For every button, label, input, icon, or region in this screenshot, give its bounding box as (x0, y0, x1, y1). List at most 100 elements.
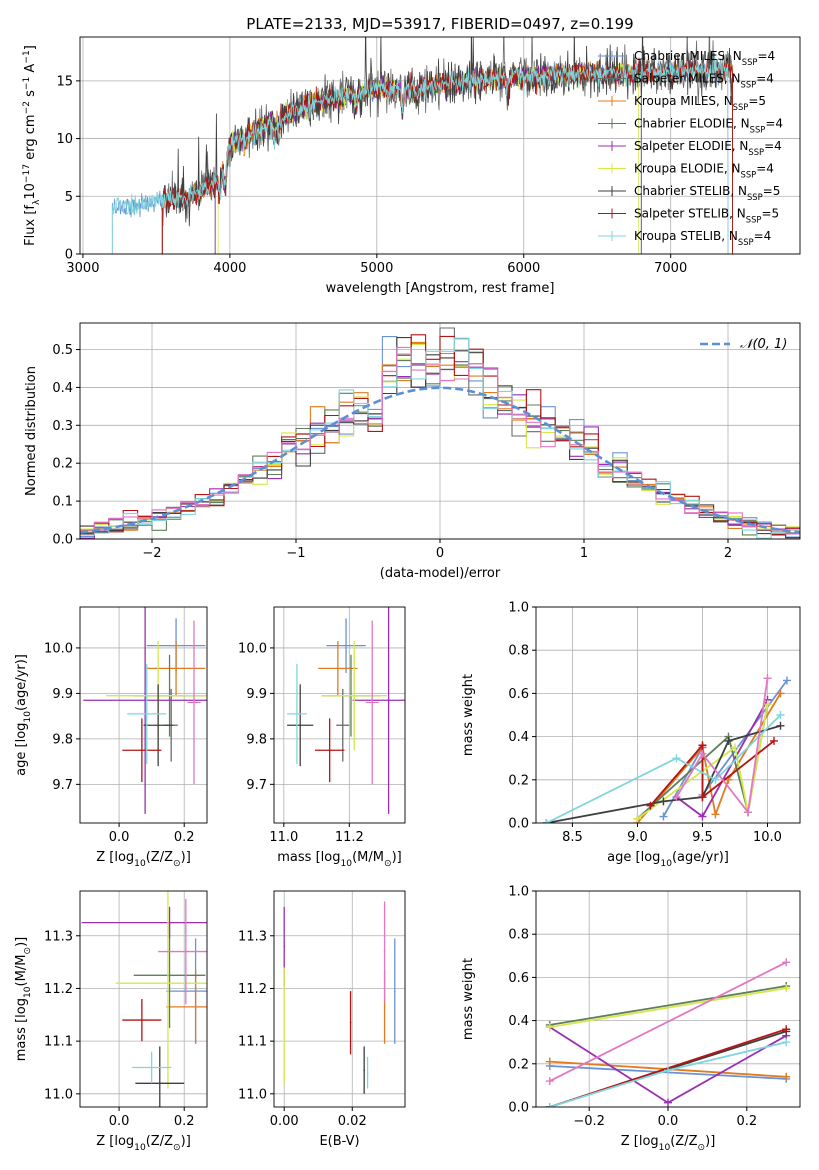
y-axis-label: age [log10(age/yr)] (14, 654, 33, 776)
x-tick-label: 4000 (213, 261, 246, 276)
weight-marker-SS (769, 736, 778, 745)
y-axis-label: mass [log10(M/M⊙)] (14, 937, 33, 1061)
x-tick-label: 7000 (654, 261, 687, 276)
data-point-CS (299, 724, 302, 727)
weight-marker-KM (545, 1057, 554, 1066)
legend-label-KE: Kroupa ELODIE, NSSP=4 (634, 162, 774, 180)
legend-label-CS: Chabrier STELIB, NSSP=5 (634, 184, 780, 202)
x-tick-label: 3000 (66, 261, 99, 276)
weight-marker-KS (782, 1038, 791, 1047)
plot-area (80, 327, 800, 539)
weight-line-CE (549, 985, 787, 1026)
legend: Chabrier MILES, NSSP=4 Salpeter MILES, NS… (598, 49, 783, 247)
histogram-pink (80, 346, 800, 535)
weight-marker-KS (664, 1066, 672, 1075)
x-tick-label: 0.0 (109, 1114, 130, 1129)
y-axis-label: mass weight (461, 674, 476, 756)
weight-marker-SS (646, 801, 655, 810)
legend-label-SM: Salpeter MILES, NSSP=4 (634, 72, 774, 90)
y-tick-label: 0.6 (508, 971, 529, 986)
x-tick-label: 0.2 (174, 1114, 195, 1129)
weight-marker-KS (776, 711, 785, 719)
weight-marker-pink (782, 958, 791, 967)
histogram-SS (80, 334, 800, 535)
weight-marker-KS (711, 775, 720, 784)
spectrum-line-KS (111, 55, 729, 254)
data-point-KM (194, 1006, 197, 1008)
weight-marker-CS (724, 736, 733, 745)
data-point-CS (158, 1082, 161, 1085)
data-point-KE (353, 694, 356, 697)
x-tick-label: 5000 (360, 261, 393, 276)
x-axis-label: (data-model)/error (380, 566, 501, 581)
legend-label-KS: Kroupa STELIB, NSSP=4 (634, 229, 771, 247)
y-tick-label: 0.8 (508, 928, 529, 943)
weight-marker-SE (664, 1098, 672, 1107)
plot-area (111, 37, 733, 254)
axes-frame (79, 36, 801, 255)
weight-line-KE (636, 704, 769, 820)
weight-marker-pink (545, 1077, 554, 1086)
y-tick-label: 11.0 (238, 1087, 267, 1102)
data-point-KS (366, 1071, 369, 1074)
x-axis-label: Z [log10(Z/Z⊙)] (96, 1134, 191, 1153)
weight-marker-KS (542, 819, 551, 823)
y-tick-label: 0.0 (508, 1101, 529, 1116)
legend-label-normal: 𝒩(0, 1) (740, 337, 787, 352)
y-tick-label: 11.3 (44, 929, 73, 944)
legend-label-KM: Kroupa MILES, NSSP=5 (634, 94, 766, 112)
y-tick-label: 0.2 (508, 1057, 529, 1072)
data-point-pink (383, 950, 386, 953)
y-tick-label: 9.9 (52, 687, 73, 702)
y-axis-label: Flux [fλ10−17 erg cm−2 s−1 A−1] (22, 45, 42, 246)
y-tick-label: 0.8 (508, 644, 529, 659)
residual-histogram-panel: −2 −1 0 1 2 0.0 0.1 0.2 0.3 0.4 0.5 (data-model)/er… (24, 322, 801, 581)
y-tick-label: 0.0 (52, 533, 73, 548)
x-tick-label: 11.2 (335, 830, 364, 845)
data-point-SS (349, 1021, 352, 1024)
y-tick-label: 11.1 (238, 1035, 267, 1050)
x-axis-label: mass [log10(M/M⊙)] (277, 850, 401, 869)
mass-vs-ebv-panel: 0.00 0.02 11.0 11.1 11.2 11.3 E(B-V) (238, 890, 406, 1149)
x-axis-label: E(B-V) (319, 1134, 359, 1149)
axes-frame (79, 606, 208, 824)
x-tick-label: 2 (724, 546, 732, 561)
y-tick-label: 11.2 (238, 982, 267, 997)
y-tick-label: 10.0 (44, 641, 73, 656)
axes-frame (273, 890, 406, 1108)
y-tick-label: 9.8 (246, 732, 267, 747)
y-tick-label: 0.4 (52, 381, 73, 396)
x-tick-label: −1 (286, 546, 305, 561)
plot-area (283, 901, 396, 1094)
y-tick-label: 0.5 (52, 343, 73, 358)
grid (80, 607, 207, 823)
grid (274, 891, 405, 1107)
x-tick-label: 0.2 (174, 830, 195, 845)
mass-vs-metallicity-panel: 0.0 0.2 11.0 11.1 11.2 11.3 Z [log10(Z/Z⊙)] mas… (14, 890, 208, 1153)
weight-marker-KE (633, 814, 642, 823)
y-tick-label: 1.0 (508, 885, 529, 900)
data-point-SE (168, 921, 171, 924)
mass-weight-vs-metallicity-panel: −0.2 0.0 0.2 0.0 0.2 0.4 0.6 0.8 1.0 Z [log10(Z/Z… (461, 885, 801, 1153)
x-tick-label: 10.0 (753, 830, 782, 845)
y-tick-label: 0.6 (508, 687, 529, 702)
y-tick-label: 1.0 (508, 601, 529, 616)
age-vs-metallicity-panel: 0.0 0.2 9.7 9.8 9.9 10.0 Z [log10(Z/Z⊙)] age [l… (14, 606, 208, 869)
x-tick-label: 0.02 (338, 1114, 367, 1129)
x-tick-label: 8.5 (562, 830, 583, 845)
legend-label-CM: Chabrier MILES, NSSP=4 (634, 49, 775, 67)
data-point-CS (157, 724, 159, 727)
y-tick-label: 11.1 (44, 1035, 73, 1050)
data-point-KE (167, 982, 169, 984)
weight-marker-KM (711, 810, 720, 819)
y-tick-label: 10 (56, 132, 73, 147)
weight-marker-CS (776, 721, 785, 730)
weight-marker-SS (698, 741, 707, 750)
axes-frame (535, 606, 801, 824)
weight-marker-CS (659, 797, 668, 806)
legend-label-SE: Salpeter ELODIE, NSSP=4 (634, 139, 782, 157)
plot-area (81, 891, 207, 1107)
x-tick-label: 0.00 (270, 1114, 299, 1129)
y-tick-label: 11.3 (238, 929, 267, 944)
